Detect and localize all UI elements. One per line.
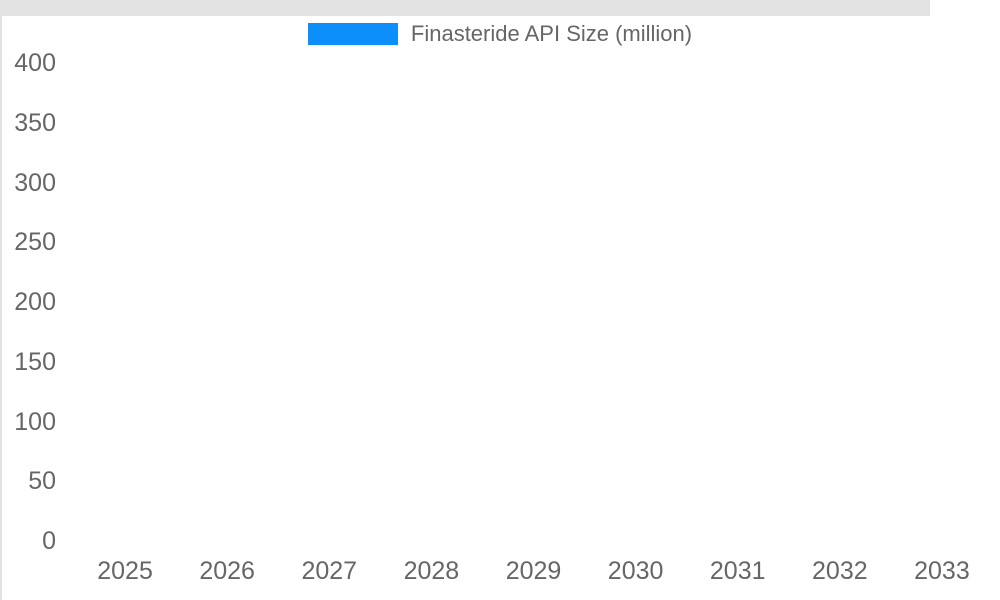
h-gridline	[0, 14, 930, 16]
bar-value-label: 334.98	[701, 326, 775, 354]
y-tick-label: 50	[28, 467, 56, 496]
x-tick-label: 2026	[199, 557, 255, 585]
y-tick-label: 0	[42, 527, 56, 555]
x-tick-label: 2031	[709, 557, 766, 585]
y-tick-label: 150	[14, 347, 56, 376]
bar-value-label: 262.5	[197, 370, 258, 398]
x-tick-label: 2025	[97, 557, 153, 585]
bar-value-label: 289.41	[394, 354, 469, 382]
h-gridline	[0, 12, 930, 14]
bar-value-label: 275.63	[292, 362, 366, 390]
x-tick-label: 2027	[301, 557, 358, 585]
y-tick-label: 400	[14, 49, 56, 77]
y-tick-label: 250	[14, 228, 56, 257]
h-gridline	[0, 2, 930, 4]
h-gridline	[0, 6, 930, 8]
h-gridline	[0, 8, 930, 10]
y-tick-label: 200	[14, 288, 56, 316]
bar-value-label: 351.73	[803, 316, 877, 344]
v-gridline	[0, 505, 2, 600]
legend-series-label: Finasteride API Size (million)	[410, 21, 693, 46]
x-tick-label: 2032	[812, 557, 868, 585]
x-tick-label: 2033	[914, 557, 970, 585]
x-tick-label: 2028	[403, 557, 460, 585]
y-tick-label: 350	[14, 108, 56, 137]
x-tick-label: 2030	[607, 557, 664, 585]
legend[interactable]: Finasteride API Size (million)	[0, 21, 1000, 47]
bar-value-label: 319.07	[598, 336, 673, 364]
y-tick-label: 100	[14, 407, 56, 436]
h-gridline	[0, 0, 930, 2]
y-tick-label: 300	[14, 168, 56, 197]
bar-value-label: 250	[105, 377, 146, 405]
bar-value-label: 369.32	[905, 306, 979, 334]
legend-swatch-icon	[307, 23, 398, 45]
h-gridline	[0, 10, 930, 12]
h-gridline	[0, 4, 930, 6]
bar-value-label: 303.88	[496, 345, 571, 373]
x-tick-label: 2029	[505, 557, 562, 585]
v-gridline	[0, 16, 2, 505]
